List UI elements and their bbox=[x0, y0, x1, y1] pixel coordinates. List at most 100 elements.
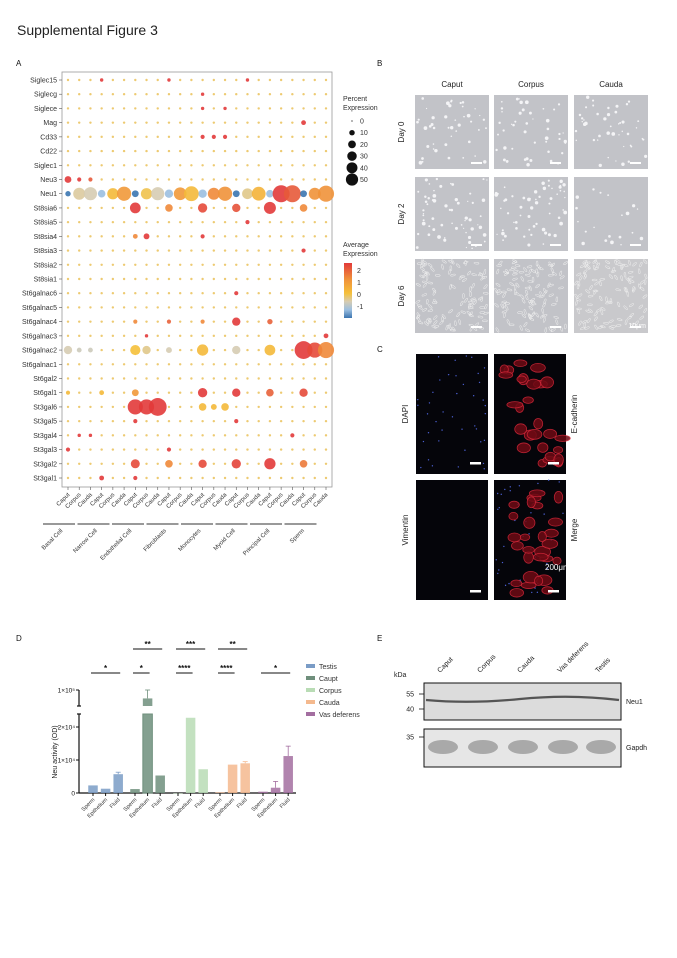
cell-shape bbox=[523, 322, 528, 327]
dot bbox=[235, 249, 238, 252]
significance-label: * bbox=[104, 664, 108, 673]
cell-spot bbox=[625, 211, 630, 216]
dot bbox=[134, 277, 137, 281]
dot bbox=[313, 249, 316, 252]
dot bbox=[156, 419, 159, 423]
label-dapi: DAPI bbox=[401, 405, 410, 424]
scale-bar bbox=[471, 244, 482, 246]
cell-spot bbox=[629, 144, 632, 147]
column-header: Corpus bbox=[518, 80, 544, 89]
cell-spot bbox=[501, 229, 504, 232]
cell-shape bbox=[426, 318, 429, 325]
cell-shape bbox=[639, 315, 644, 320]
dot bbox=[291, 277, 294, 281]
dot bbox=[232, 317, 241, 326]
x-tick-label: Fluid bbox=[279, 797, 292, 810]
dot bbox=[89, 306, 92, 309]
dot bbox=[198, 189, 207, 198]
dot bbox=[167, 363, 171, 366]
scale-bar bbox=[471, 162, 482, 164]
cell-spot bbox=[603, 117, 607, 121]
bar bbox=[240, 763, 250, 793]
nucleus-dot bbox=[484, 412, 487, 415]
cell-spot bbox=[635, 127, 638, 129]
cell-shape bbox=[535, 283, 540, 289]
dot bbox=[89, 334, 92, 338]
dot bbox=[302, 320, 305, 323]
dot bbox=[156, 320, 159, 323]
gene-label: Siglece bbox=[34, 106, 57, 113]
dotplot-panel-a: Siglec15 Siglecg Siglece Mag Cd33 Cd22 Siglec1… bbox=[22, 71, 378, 562]
micrograph-image bbox=[574, 95, 648, 169]
dot bbox=[100, 263, 103, 266]
dot bbox=[145, 320, 148, 323]
cell-spot bbox=[450, 126, 454, 130]
dot bbox=[313, 178, 316, 181]
dot bbox=[78, 135, 81, 139]
dot bbox=[122, 164, 126, 167]
cell-membrane bbox=[523, 516, 536, 529]
cell-shape bbox=[643, 279, 647, 285]
cell-shape bbox=[433, 298, 437, 304]
cell-shape bbox=[639, 261, 643, 268]
cell-shape bbox=[514, 264, 521, 267]
protein-label-neu1: Neu1 bbox=[626, 699, 643, 706]
cell-spot bbox=[596, 112, 599, 116]
dot bbox=[167, 405, 171, 409]
cell-shape bbox=[608, 326, 614, 330]
panel-b-micrographs: Caput Corpus Cauda Day 0 Day 2 Day 6 10μm bbox=[397, 80, 648, 333]
cell-spot bbox=[415, 246, 419, 249]
cell-spot bbox=[462, 227, 465, 229]
cell-shape bbox=[577, 308, 581, 315]
dot bbox=[122, 263, 126, 266]
gene-label: St8sia3 bbox=[34, 248, 57, 255]
dot bbox=[164, 189, 174, 198]
cell-shape bbox=[615, 288, 621, 292]
dot bbox=[178, 263, 182, 266]
dot bbox=[145, 107, 148, 110]
cell-membrane bbox=[528, 489, 546, 498]
dot bbox=[190, 235, 193, 238]
dot bbox=[279, 178, 283, 181]
cell-shape bbox=[637, 268, 641, 275]
scale-bar bbox=[550, 162, 561, 164]
cell-shape bbox=[451, 259, 455, 265]
cell-shape bbox=[468, 313, 474, 317]
cell-membrane bbox=[508, 511, 519, 521]
cell-spot bbox=[430, 123, 434, 127]
cell-spot bbox=[621, 214, 623, 217]
cell-shape bbox=[642, 294, 648, 299]
cell-shape bbox=[579, 275, 583, 281]
dot bbox=[127, 399, 143, 415]
dot bbox=[66, 93, 70, 96]
cell-spot bbox=[495, 148, 498, 152]
cell-spot bbox=[479, 114, 481, 117]
cell-spot bbox=[533, 141, 536, 144]
cell-shape bbox=[503, 312, 506, 318]
dot bbox=[122, 363, 126, 366]
dot bbox=[178, 434, 182, 437]
dot bbox=[324, 419, 328, 423]
cell-spot bbox=[559, 189, 562, 192]
dot bbox=[313, 93, 316, 96]
label-e-cadherin: E-cadherin bbox=[570, 395, 579, 434]
nucleus-dot bbox=[442, 411, 444, 413]
panel-label-a: A bbox=[16, 59, 22, 68]
cell-spot bbox=[467, 140, 471, 144]
micrograph-image bbox=[574, 177, 648, 251]
bar bbox=[283, 756, 293, 793]
cell-spot bbox=[545, 140, 548, 143]
dot bbox=[178, 135, 182, 139]
color-legend-tick: 1 bbox=[357, 280, 361, 287]
cell-membrane bbox=[541, 538, 559, 549]
dot bbox=[212, 348, 216, 352]
dot bbox=[291, 476, 294, 480]
dot bbox=[131, 190, 139, 198]
dot bbox=[167, 263, 171, 266]
cell-spot bbox=[502, 158, 506, 162]
dot bbox=[97, 189, 106, 198]
dot bbox=[268, 277, 272, 281]
dot bbox=[100, 178, 103, 181]
dot bbox=[100, 121, 103, 124]
dot bbox=[317, 342, 335, 359]
